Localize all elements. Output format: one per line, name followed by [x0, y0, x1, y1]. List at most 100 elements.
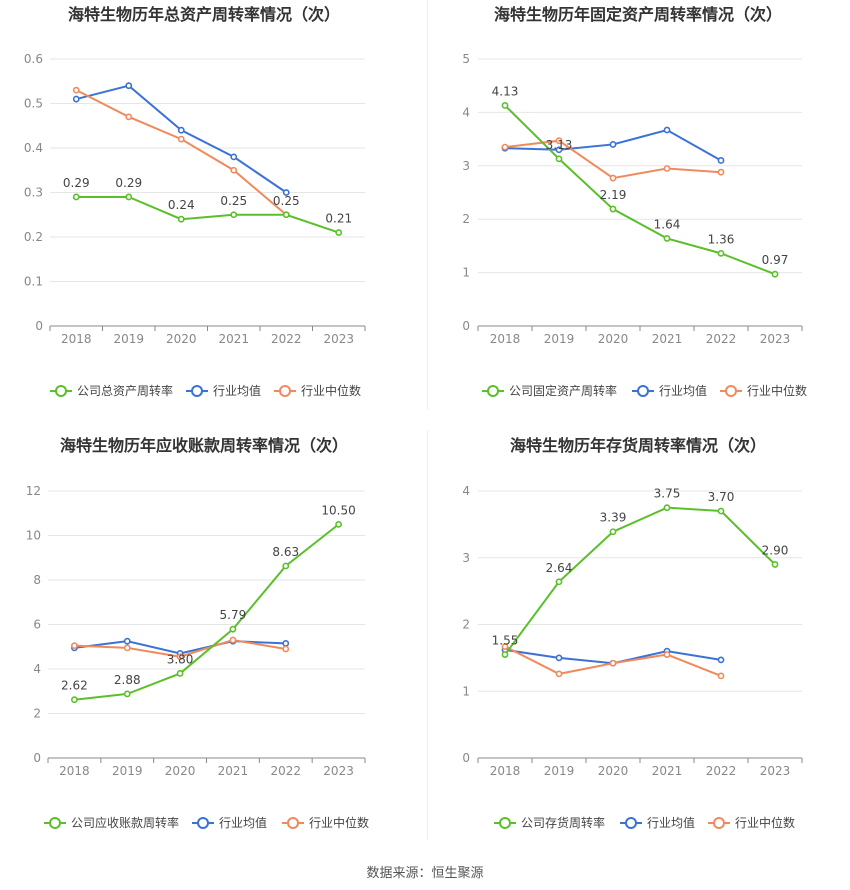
data-point-company[interactable] [771, 270, 779, 278]
data-point-average[interactable] [282, 640, 290, 647]
data-point-median[interactable] [230, 166, 238, 174]
data-point-company[interactable] [335, 229, 343, 236]
data-point-average[interactable] [555, 654, 563, 662]
data-point-company[interactable] [501, 651, 509, 658]
data-point-average[interactable] [609, 141, 617, 148]
legend-item-company[interactable]: 公司总资产周转率 [50, 383, 173, 398]
x-tick-label: 2023 [760, 332, 791, 346]
data-point-company[interactable] [230, 211, 238, 219]
y-tick-label: 0.6 [24, 52, 43, 66]
legend-item-median[interactable]: 行业中位数 [708, 815, 795, 830]
data-source-note: 数据来源：恒生聚源 [366, 866, 484, 881]
x-tick-label: 2023 [323, 332, 354, 346]
data-point-average[interactable] [717, 157, 725, 164]
data-point-company[interactable] [501, 102, 509, 109]
legend-label: 行业中位数 [747, 383, 807, 398]
data-point-average[interactable] [123, 637, 131, 645]
legend-item-company[interactable]: 公司存货周转率 [494, 815, 605, 830]
data-point-company[interactable] [717, 249, 725, 257]
data-point-median[interactable] [555, 670, 563, 678]
data-point-company[interactable] [125, 193, 133, 201]
legend-item-median[interactable]: 行业中位数 [274, 383, 361, 398]
data-point-median[interactable] [555, 137, 563, 145]
y-tick-label: 0 [35, 319, 43, 333]
data-point-median[interactable] [71, 642, 78, 650]
x-tick-label: 2019 [544, 332, 575, 346]
data-point-company[interactable] [663, 235, 671, 242]
legend-item-average[interactable]: 行业均值 [632, 383, 707, 398]
legend-item-average[interactable]: 行业均值 [620, 815, 695, 830]
data-point-company[interactable] [609, 528, 617, 536]
y-tick-label: 6 [33, 618, 41, 632]
data-point-median[interactable] [717, 168, 725, 176]
x-tick-label: 2020 [165, 764, 196, 778]
data-label: 2.64 [546, 561, 573, 575]
data-point-company[interactable] [123, 690, 131, 698]
data-point-company[interactable] [71, 696, 78, 704]
y-tick-label: 2 [462, 618, 470, 632]
x-tick-label: 2023 [760, 764, 791, 778]
x-tick-label: 2020 [166, 332, 197, 346]
y-tick-label: 4 [462, 484, 470, 498]
legend-marker-icon [725, 385, 737, 397]
data-point-company[interactable] [176, 670, 184, 677]
data-point-company[interactable] [229, 625, 237, 633]
legend-item-company[interactable]: 公司应收账款周转率 [44, 815, 179, 830]
data-point-company[interactable] [771, 561, 779, 568]
data-point-company[interactable] [609, 205, 617, 213]
data-point-median[interactable] [177, 135, 185, 143]
y-tick-label: 4 [33, 662, 41, 676]
data-point-median[interactable] [501, 143, 509, 151]
data-point-average[interactable] [663, 126, 671, 134]
data-label: 1.36 [708, 232, 735, 246]
data-point-average[interactable] [177, 126, 185, 134]
x-tick-label: 2018 [490, 332, 521, 346]
data-point-company[interactable] [72, 193, 80, 201]
data-point-company[interactable] [555, 155, 563, 163]
data-point-company[interactable] [717, 507, 725, 515]
data-point-median[interactable] [663, 165, 671, 172]
data-point-median[interactable] [229, 636, 237, 644]
legend-item-median[interactable]: 行业中位数 [282, 815, 369, 830]
x-tick-label: 2018 [490, 764, 521, 778]
data-point-median[interactable] [72, 86, 80, 94]
y-tick-label: 1 [462, 266, 470, 280]
data-point-company[interactable] [555, 578, 563, 586]
data-point-company[interactable] [282, 562, 290, 570]
data-point-company[interactable] [177, 215, 185, 223]
data-point-company[interactable] [282, 211, 290, 219]
legend-marker-icon [713, 817, 725, 829]
data-point-average[interactable] [555, 146, 563, 154]
data-point-median[interactable] [609, 659, 617, 667]
data-label: 3.75 [654, 487, 681, 501]
legend-item-average[interactable]: 行业均值 [186, 383, 261, 398]
data-label: 3.39 [600, 511, 627, 525]
data-point-average[interactable] [717, 656, 725, 664]
data-point-average[interactable] [282, 189, 290, 196]
data-point-average[interactable] [72, 95, 80, 103]
x-tick-label: 2021 [218, 332, 249, 346]
y-tick-label: 0 [462, 319, 470, 333]
legend-item-median[interactable]: 行业中位数 [720, 383, 807, 398]
data-point-median[interactable] [609, 174, 617, 182]
data-point-average[interactable] [125, 82, 133, 90]
legend-marker-icon [197, 817, 209, 829]
data-point-median[interactable] [125, 113, 133, 121]
data-point-median[interactable] [663, 651, 671, 658]
legend-marker-icon [287, 817, 299, 829]
data-point-median[interactable] [501, 643, 509, 650]
data-label: 3.13 [546, 138, 573, 152]
data-point-median[interactable] [282, 645, 290, 653]
data-label: 10.50 [321, 503, 355, 517]
data-point-median[interactable] [176, 653, 184, 661]
data-point-median[interactable] [123, 644, 131, 652]
legend-item-average[interactable]: 行业均值 [192, 815, 267, 830]
data-label: 0.24 [168, 198, 195, 212]
legend-marker-icon [499, 817, 511, 829]
data-point-average[interactable] [230, 153, 238, 161]
data-point-company[interactable] [335, 520, 342, 528]
legend-item-company[interactable]: 公司固定资产周转率 [482, 383, 617, 398]
data-point-median[interactable] [717, 672, 725, 680]
data-point-company[interactable] [663, 504, 671, 512]
